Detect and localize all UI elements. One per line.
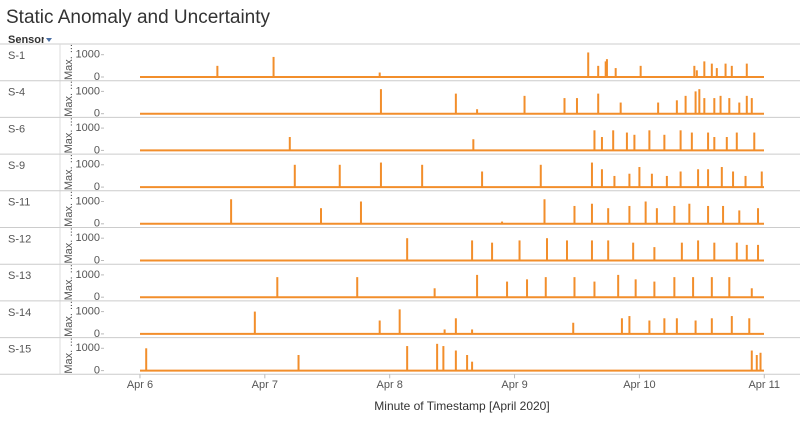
sensor-label: S-1: [8, 50, 25, 62]
x-tick-label: Apr 7: [252, 379, 278, 391]
y-tick-label: 0: [94, 108, 100, 120]
sensor-label: S-11: [8, 197, 30, 209]
y-axis-title: Max. ...: [63, 264, 75, 300]
x-tick-label: Apr 10: [623, 379, 655, 391]
y-axis-title: Max. ...: [63, 338, 75, 374]
x-tick-label: Apr 11: [748, 379, 780, 391]
sensor-label: S-13: [8, 270, 31, 282]
y-tick-label: 1000: [76, 159, 100, 171]
y-axis-title: Max. ...: [63, 44, 75, 80]
dropdown-icon[interactable]: [46, 38, 52, 42]
y-tick-label: 0: [94, 365, 100, 377]
y-tick-label: 1000: [76, 232, 100, 244]
x-axis-title: Minute of Timestamp [April 2020]: [374, 399, 549, 413]
sensor-label: S-12: [8, 233, 31, 245]
sensor-label: S-6: [8, 123, 25, 135]
sensor-label: S-4: [8, 87, 25, 99]
y-tick-label: 0: [94, 144, 100, 156]
y-tick-label: 1000: [76, 49, 100, 61]
facet-header[interactable]: Sensor: [8, 34, 46, 46]
sensor-label: S-15: [8, 344, 31, 356]
sensor-label: S-9: [8, 160, 25, 172]
y-tick-label: 0: [94, 218, 100, 230]
y-tick-label: 1000: [76, 269, 100, 281]
y-tick-label: 1000: [76, 122, 100, 134]
y-tick-label: 0: [94, 71, 100, 83]
y-axis-title: Max. ...: [63, 117, 75, 153]
y-tick-label: 1000: [76, 195, 100, 207]
x-tick-label: Apr 6: [127, 379, 153, 391]
y-tick-label: 0: [94, 328, 100, 340]
x-tick-label: Apr 8: [377, 379, 403, 391]
y-tick-label: 0: [94, 181, 100, 193]
y-axis-title: Max. ...: [63, 301, 75, 337]
y-tick-label: 1000: [76, 305, 100, 317]
y-tick-label: 0: [94, 291, 100, 303]
sensor-label: S-14: [8, 307, 31, 319]
y-axis-title: Max. ...: [63, 227, 75, 263]
y-tick-label: 0: [94, 254, 100, 266]
x-tick-label: Apr 9: [501, 379, 527, 391]
chart-title: Static Anomaly and Uncertainty: [6, 7, 271, 28]
y-tick-label: 1000: [76, 342, 100, 354]
y-axis-title: Max. ...: [63, 154, 75, 190]
y-axis-title: Max. ...: [63, 191, 75, 227]
y-tick-label: 1000: [76, 85, 100, 97]
y-axis-title: Max. ...: [63, 81, 75, 117]
